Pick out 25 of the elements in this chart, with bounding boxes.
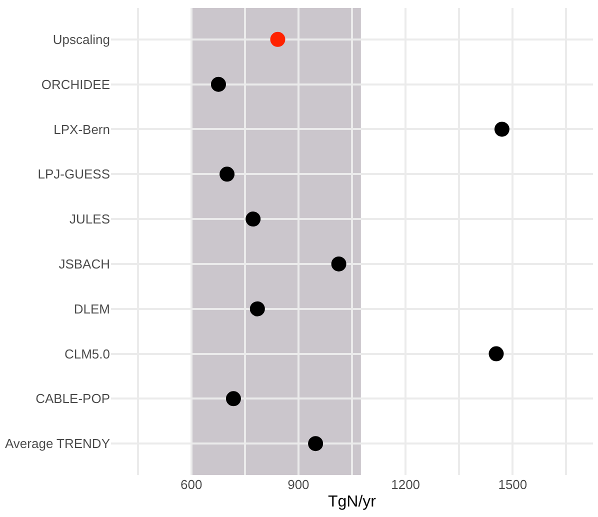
y-tick-label: JULES xyxy=(70,212,110,227)
point xyxy=(250,301,265,316)
x-tick-label: 1500 xyxy=(498,477,528,492)
y-tick-label: JSBACH xyxy=(58,256,110,272)
y-tick-label: CLM5.0 xyxy=(64,346,110,362)
y-tick-label: ORCHIDEE xyxy=(41,76,110,92)
point xyxy=(220,166,235,182)
y-tick-label: CABLE-POP xyxy=(36,391,110,406)
x-tick-label: 1200 xyxy=(391,477,420,492)
point xyxy=(331,256,346,272)
point xyxy=(246,212,261,227)
point xyxy=(494,122,510,137)
x-axis-title: TgN/yr xyxy=(328,494,377,511)
y-tick-label: Average TRENDY xyxy=(4,436,110,452)
y-tick-label: Upscaling xyxy=(52,32,110,47)
y-tick-label: LPX-Bern xyxy=(54,122,110,137)
point xyxy=(488,346,504,362)
point xyxy=(270,32,286,47)
x-tick-label: 600 xyxy=(180,477,202,492)
point xyxy=(226,391,241,406)
point xyxy=(210,76,226,92)
y-tick-label: DLEM xyxy=(74,301,110,316)
point xyxy=(308,436,324,452)
x-tick-label: 900 xyxy=(288,477,310,492)
y-tick-label: LPJ-GUESS xyxy=(38,166,110,182)
